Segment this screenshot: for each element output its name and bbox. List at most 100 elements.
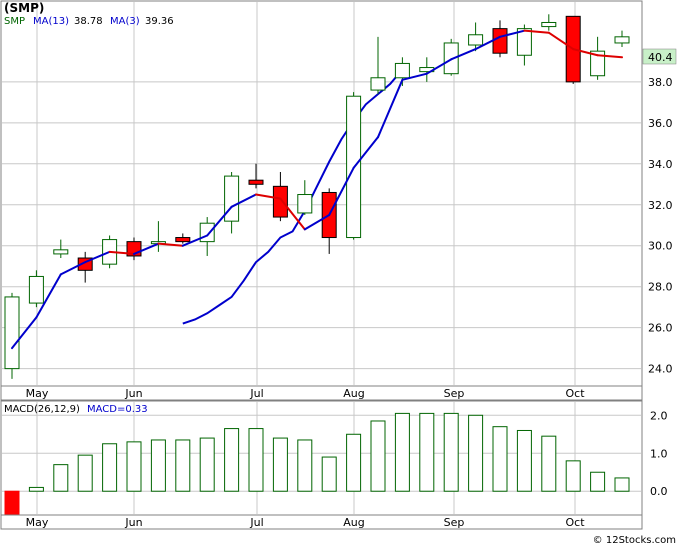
ma3-line-segment bbox=[108, 250, 135, 255]
price-y-tick-label: 34.0 bbox=[648, 158, 673, 171]
macd-legend-label: MACD(26,12,9) bbox=[4, 404, 80, 415]
candle bbox=[175, 233, 191, 244]
ma3-line-segment bbox=[157, 242, 184, 247]
ma3-line-segment bbox=[35, 273, 62, 319]
candle bbox=[297, 180, 313, 216]
price-panel-frame bbox=[0, 0, 643, 387]
candle-body-up bbox=[370, 77, 386, 91]
price-y-tick-label: 36.0 bbox=[648, 117, 673, 130]
candle bbox=[28, 270, 44, 308]
legend-ma13-label: MA(13) bbox=[33, 16, 69, 27]
candle-body-down bbox=[272, 185, 288, 218]
ma3-line-segment bbox=[450, 48, 477, 61]
macd-bar bbox=[443, 412, 459, 492]
price-y-tick-label: 26.0 bbox=[648, 322, 673, 335]
price-y-tick-label: 24.0 bbox=[648, 363, 673, 376]
price-x-axis-strip bbox=[0, 385, 643, 401]
candle bbox=[272, 171, 288, 222]
macd-bar bbox=[346, 433, 362, 492]
macd-bar bbox=[4, 490, 20, 515]
macd-x-tick-label: Jul bbox=[249, 516, 263, 529]
macd-bar bbox=[77, 454, 93, 492]
price-x-tick-label: Oct bbox=[565, 387, 585, 400]
ma3-line-segment bbox=[279, 197, 306, 231]
watermark: © 12Stocks.com bbox=[593, 535, 676, 546]
macd-bar bbox=[419, 412, 435, 492]
ma3-line-segment bbox=[572, 48, 599, 57]
candle-body-up bbox=[224, 175, 240, 222]
ma3-line-segment bbox=[255, 193, 282, 200]
macd-bar bbox=[224, 428, 240, 492]
price-y-tick-label: 38.0 bbox=[648, 76, 673, 89]
macd-bar-layer bbox=[4, 412, 630, 515]
macd-bar bbox=[541, 435, 557, 492]
price-x-tick-label: Jun bbox=[124, 387, 142, 400]
candle bbox=[590, 36, 606, 80]
price-x-axis: May Jun Jul Aug Sep Oct bbox=[26, 387, 586, 400]
ma3-line-segment bbox=[474, 35, 501, 51]
candle bbox=[346, 92, 362, 240]
candle bbox=[248, 163, 264, 189]
macd-bar bbox=[272, 437, 288, 492]
ma13-line-layer bbox=[182, 68, 404, 325]
legend-ticker: SMP bbox=[4, 16, 25, 27]
ma3-line-segment bbox=[11, 316, 38, 350]
ma3-line-segment bbox=[352, 136, 379, 169]
macd-bar bbox=[28, 486, 44, 492]
macd-y-tick-label: 2.0 bbox=[650, 409, 668, 422]
candle-body-up bbox=[199, 222, 215, 243]
ma3-line-segment bbox=[181, 234, 209, 247]
macd-bar bbox=[370, 420, 386, 492]
candle-body-down bbox=[248, 179, 264, 185]
price-y-axis: 24.0 26.0 28.0 30.0 32.0 34.0 36.0 38.0 bbox=[648, 76, 673, 376]
macd-x-tick-label: Jun bbox=[124, 516, 142, 529]
macd-y-tick-label: 0.0 bbox=[650, 485, 668, 498]
candle bbox=[468, 22, 484, 52]
macd-bar bbox=[565, 460, 581, 492]
price-y-tick-label: 32.0 bbox=[648, 199, 673, 212]
price-x-tick-label: Sep bbox=[444, 387, 465, 400]
candle-body-down bbox=[492, 28, 508, 54]
macd-bar bbox=[199, 437, 215, 492]
ma3-line-segment bbox=[303, 214, 331, 231]
macd-x-axis-strip bbox=[0, 514, 643, 530]
macd-bar bbox=[297, 439, 313, 492]
macd-legend-value: MACD=0.33 bbox=[87, 404, 148, 415]
macd-bar bbox=[248, 428, 264, 492]
legend-ma3-label: MA(3) bbox=[110, 16, 140, 27]
macd-y-axis: 0.0 1.0 2.0 bbox=[650, 409, 668, 498]
chart-title: (SMP) bbox=[4, 1, 44, 15]
legend-ma13-value: 38.78 bbox=[74, 16, 103, 27]
candle-body-up bbox=[297, 194, 313, 214]
candle bbox=[53, 239, 69, 259]
ma3-line-segment bbox=[328, 166, 355, 217]
candle bbox=[4, 292, 20, 379]
candle-body-up bbox=[468, 34, 484, 46]
macd-bar bbox=[614, 477, 630, 492]
macd-bar bbox=[590, 471, 606, 492]
candle-body-up bbox=[28, 275, 44, 304]
macd-bar bbox=[150, 439, 166, 492]
candle-body-up bbox=[541, 21, 557, 28]
ma3-line-segment bbox=[59, 261, 87, 276]
macd-bar bbox=[492, 426, 508, 492]
candle bbox=[394, 57, 410, 86]
price-y-tick-label: 28.0 bbox=[648, 281, 673, 294]
macd-x-tick-label: Oct bbox=[565, 516, 585, 529]
price-x-tick-label: Aug bbox=[343, 387, 364, 400]
macd-y-tick-label: 1.0 bbox=[650, 447, 668, 460]
last-price-tag: 40.4 bbox=[648, 51, 673, 64]
ma3-line-segment bbox=[377, 78, 404, 139]
legend-ma3-value: 39.36 bbox=[145, 16, 174, 27]
candle bbox=[614, 30, 630, 48]
price-x-tick-label: Jul bbox=[249, 387, 263, 400]
ma3-line-segment bbox=[206, 205, 233, 237]
macd-bar bbox=[394, 412, 410, 492]
candle-body-up bbox=[394, 62, 410, 79]
ma3-line-segment bbox=[596, 54, 623, 59]
macd-x-tick-label: May bbox=[26, 516, 49, 529]
last-price-tag-bg bbox=[642, 48, 677, 65]
candle-body-up bbox=[516, 28, 532, 56]
macd-x-axis: May Jun Jul Aug Sep Oct bbox=[26, 516, 586, 529]
